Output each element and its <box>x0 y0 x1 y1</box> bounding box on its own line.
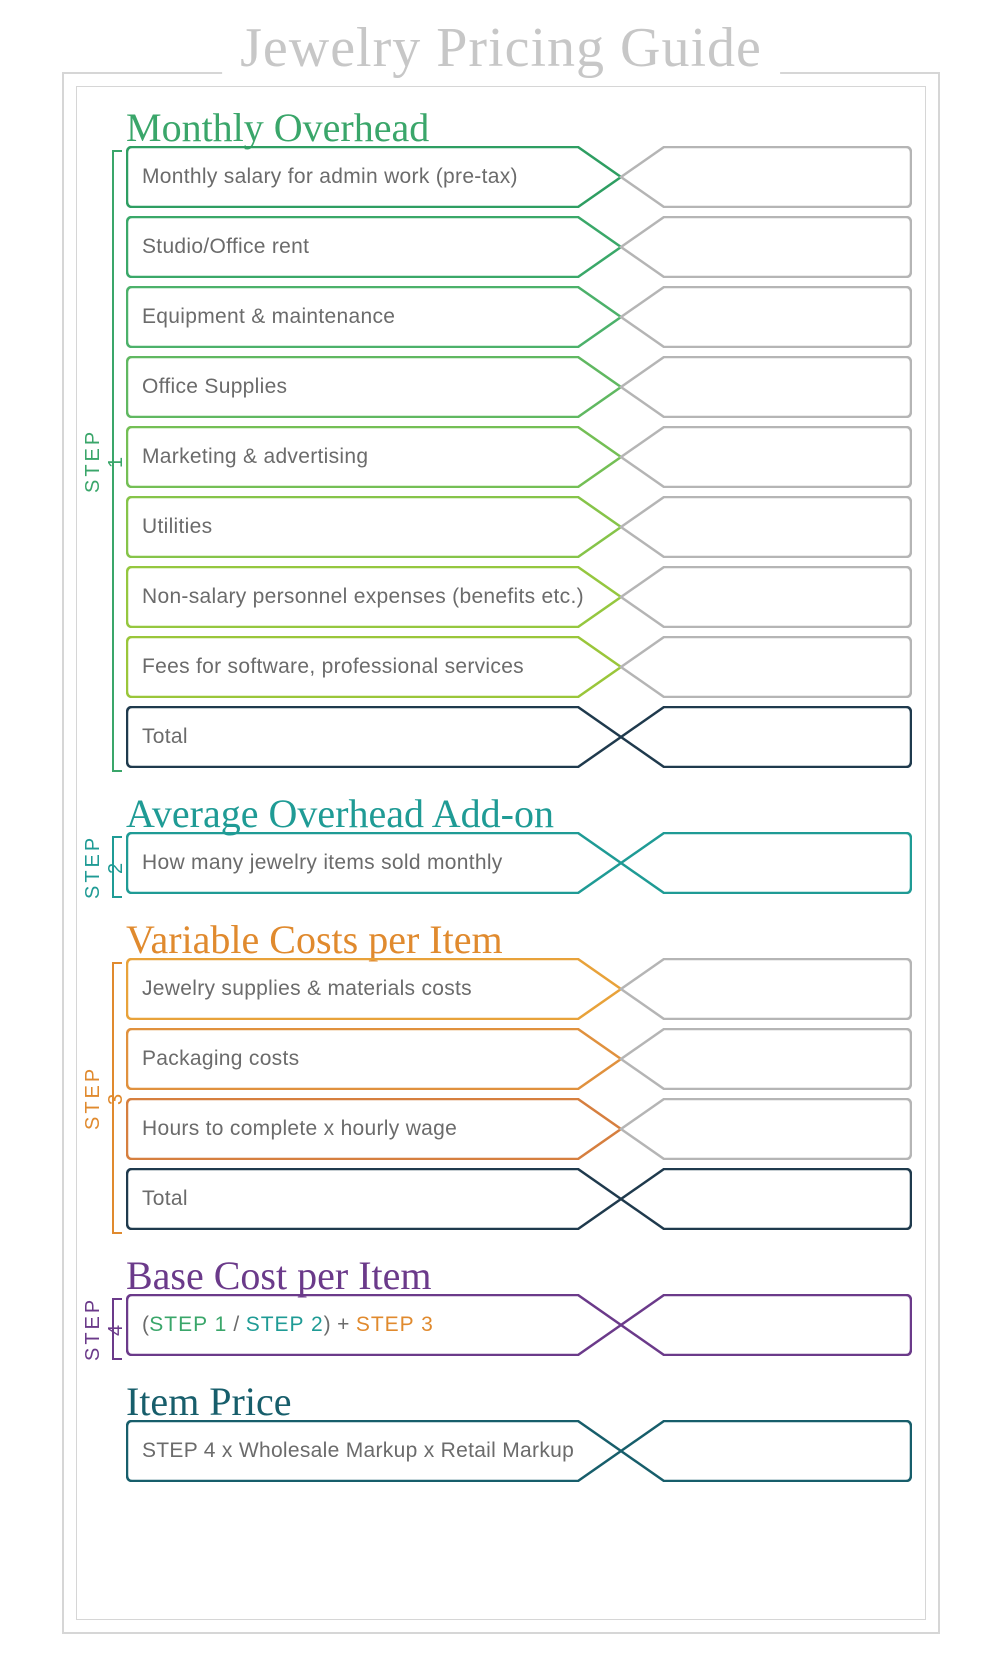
input-row[interactable]: Packaging costs <box>126 1028 912 1090</box>
section-step2: Average Overhead Add-on How many jewelry… <box>82 794 912 894</box>
input-row[interactable]: How many jewelry items sold monthly <box>126 832 912 894</box>
section-step3: Variable Costs per Item Jewelry supplies… <box>82 920 912 1230</box>
input-row[interactable]: Monthly salary for admin work (pre-tax) <box>126 146 912 208</box>
row-label: Equipment & maintenance <box>142 305 395 329</box>
input-row[interactable]: Marketing & advertising <box>126 426 912 488</box>
row-label: Packaging costs <box>142 1047 299 1071</box>
section-itemprice: Item Price STEP 4 x Wholesale Markup x R… <box>82 1382 912 1482</box>
input-row[interactable]: Equipment & maintenance <box>126 286 912 348</box>
content: Monthly Overhead Monthly salary for admi… <box>82 108 912 1508</box>
total-row: Total <box>126 706 912 768</box>
section-title: Variable Costs per Item <box>126 920 912 960</box>
total-row: Total <box>126 1168 912 1230</box>
bracket-icon <box>112 836 122 898</box>
input-row[interactable]: Non-salary personnel expenses (benefits … <box>126 566 912 628</box>
row-label: Total <box>142 1187 188 1211</box>
input-row[interactable]: Fees for software, professional services <box>126 636 912 698</box>
section-title: Base Cost per Item <box>126 1256 912 1296</box>
section-title: Monthly Overhead <box>126 108 912 148</box>
row-label: Office Supplies <box>142 375 287 399</box>
row-label: Monthly salary for admin work (pre-tax) <box>142 165 518 189</box>
rows: STEP 4 x Wholesale Markup x Retail Marku… <box>126 1420 912 1482</box>
row-label: Total <box>142 725 188 749</box>
input-row: (STEP 1 / STEP 2) + STEP 3 <box>126 1294 912 1356</box>
section-title: Average Overhead Add-on <box>126 794 912 834</box>
input-row[interactable]: Office Supplies <box>126 356 912 418</box>
rows: Monthly salary for admin work (pre-tax) … <box>126 146 912 768</box>
bracket-icon <box>112 962 122 1234</box>
input-row: STEP 4 x Wholesale Markup x Retail Marku… <box>126 1420 912 1482</box>
section-step4: Base Cost per Item (STEP 1 / STEP 2) + S… <box>82 1256 912 1356</box>
row-label: Fees for software, professional services <box>142 655 524 679</box>
section-step1: Monthly Overhead Monthly salary for admi… <box>82 108 912 768</box>
input-row[interactable]: Hours to complete x hourly wage <box>126 1098 912 1160</box>
row-label: Jewelry supplies & materials costs <box>142 977 472 1001</box>
input-row[interactable]: Utilities <box>126 496 912 558</box>
rows: Jewelry supplies & materials costs Packa… <box>126 958 912 1230</box>
bracket-icon <box>112 1298 122 1360</box>
page-title: Jewelry Pricing Guide <box>222 16 780 80</box>
row-label: STEP 4 x Wholesale Markup x Retail Marku… <box>142 1439 574 1463</box>
row-label: Marketing & advertising <box>142 445 368 469</box>
row-label: Studio/Office rent <box>142 235 309 259</box>
row-label: (STEP 1 / STEP 2) + STEP 3 <box>142 1313 434 1337</box>
bracket-icon <box>112 150 122 772</box>
input-row[interactable]: Jewelry supplies & materials costs <box>126 958 912 1020</box>
input-row[interactable]: Studio/Office rent <box>126 216 912 278</box>
rows: How many jewelry items sold monthly <box>126 832 912 894</box>
row-label: Non-salary personnel expenses (benefits … <box>142 585 584 609</box>
row-label: Utilities <box>142 515 212 539</box>
row-label: How many jewelry items sold monthly <box>142 851 503 875</box>
rows: (STEP 1 / STEP 2) + STEP 3 <box>126 1294 912 1356</box>
section-title: Item Price <box>126 1382 912 1422</box>
row-label: Hours to complete x hourly wage <box>142 1117 457 1141</box>
